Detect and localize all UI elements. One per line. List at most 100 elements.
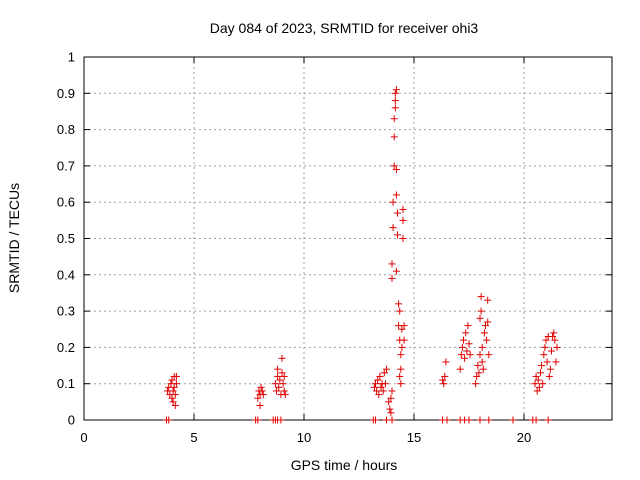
data-point: [391, 104, 399, 112]
data-point: [171, 391, 179, 399]
data-point: [275, 383, 283, 391]
y-tick-label: 0.2: [57, 340, 75, 355]
data-point: [534, 376, 542, 384]
x-tick-label: 0: [80, 430, 87, 445]
data-point: [465, 340, 473, 348]
data-point: [380, 369, 388, 377]
x-tick-label: 15: [407, 430, 421, 445]
data-point: [548, 347, 555, 355]
y-tick-label: 0.5: [57, 231, 75, 246]
data-point: [370, 383, 378, 391]
data-point: [390, 162, 398, 170]
data-point: [168, 376, 176, 384]
data-point: [540, 351, 548, 359]
data-point: [276, 376, 284, 384]
data-point: [392, 267, 400, 275]
data-point: [535, 383, 543, 391]
data-point: [398, 325, 406, 333]
data-point: [394, 231, 401, 239]
x-tick-label: 20: [517, 430, 531, 445]
data-point: [551, 336, 559, 344]
data-point: [460, 336, 467, 344]
data-point: [396, 307, 404, 315]
data-point: [443, 416, 451, 424]
data-point: [389, 224, 397, 232]
data-point: [399, 235, 407, 242]
data-point: [484, 296, 492, 304]
data-point: [171, 401, 179, 409]
data-point: [464, 322, 472, 330]
data-point: [441, 372, 449, 380]
data-point: [172, 372, 180, 380]
data-point: [172, 380, 180, 388]
data-point: [279, 380, 287, 388]
data-point: [398, 343, 406, 351]
data-point: [546, 365, 554, 373]
data-point: [396, 372, 404, 380]
data-point: [439, 376, 447, 384]
data-point: [390, 115, 398, 123]
data-points: [163, 86, 561, 424]
y-tick-label: 0.7: [57, 158, 75, 173]
data-point: [442, 358, 450, 366]
data-point: [399, 216, 407, 224]
data-point: [537, 369, 544, 377]
data-point: [461, 354, 469, 362]
data-point: [552, 358, 560, 366]
data-point: [397, 380, 405, 388]
y-tick-label: 0.4: [57, 267, 75, 282]
data-point: [277, 416, 285, 424]
data-point: [280, 387, 288, 395]
plot-frame: [83, 56, 613, 421]
data-point: [165, 416, 173, 424]
data-point: [390, 133, 398, 141]
data-point: [374, 376, 382, 384]
data-point: [388, 416, 396, 424]
data-point: [274, 372, 282, 380]
data-point: [484, 318, 492, 326]
data-point: [387, 394, 395, 402]
data-point: [385, 398, 393, 406]
data-point: [281, 391, 289, 399]
data-point: [391, 97, 399, 105]
data-point: [485, 351, 493, 359]
data-point: [372, 416, 379, 424]
data-point: [472, 380, 480, 388]
data-point: [538, 362, 546, 370]
data-point: [480, 329, 488, 337]
data-point: [477, 307, 485, 315]
data-point: [509, 416, 517, 424]
data-point: [376, 372, 384, 380]
y-axis-label: SRMTID / TECUs: [6, 183, 22, 293]
data-point: [473, 372, 481, 380]
data-point: [550, 329, 558, 337]
y-tick-label: 0: [68, 413, 75, 428]
data-point: [274, 365, 282, 373]
y-tick-label: 0.9: [57, 86, 75, 101]
data-point: [400, 322, 408, 330]
data-point: [544, 416, 552, 424]
data-point: [474, 362, 482, 370]
data-point: [542, 336, 550, 344]
data-point: [532, 416, 540, 424]
data-point: [375, 391, 383, 399]
data-point: [168, 394, 176, 402]
data-point: [387, 409, 395, 417]
data-point: [383, 365, 390, 373]
data-point: [533, 387, 541, 395]
data-point: [259, 391, 267, 399]
y-tick-label: 1: [68, 50, 75, 65]
data-point: [531, 380, 539, 388]
data-point: [392, 86, 400, 94]
data-point: [457, 351, 465, 359]
data-point: [397, 351, 405, 359]
data-point: [463, 347, 471, 355]
data-point: [478, 343, 486, 351]
grid-lines: [84, 57, 612, 420]
y-tick-label: 0.3: [57, 304, 75, 319]
data-point: [397, 365, 405, 373]
data-point: [482, 322, 489, 330]
y-tick-label: 0.8: [57, 122, 75, 137]
data-point: [372, 380, 379, 388]
